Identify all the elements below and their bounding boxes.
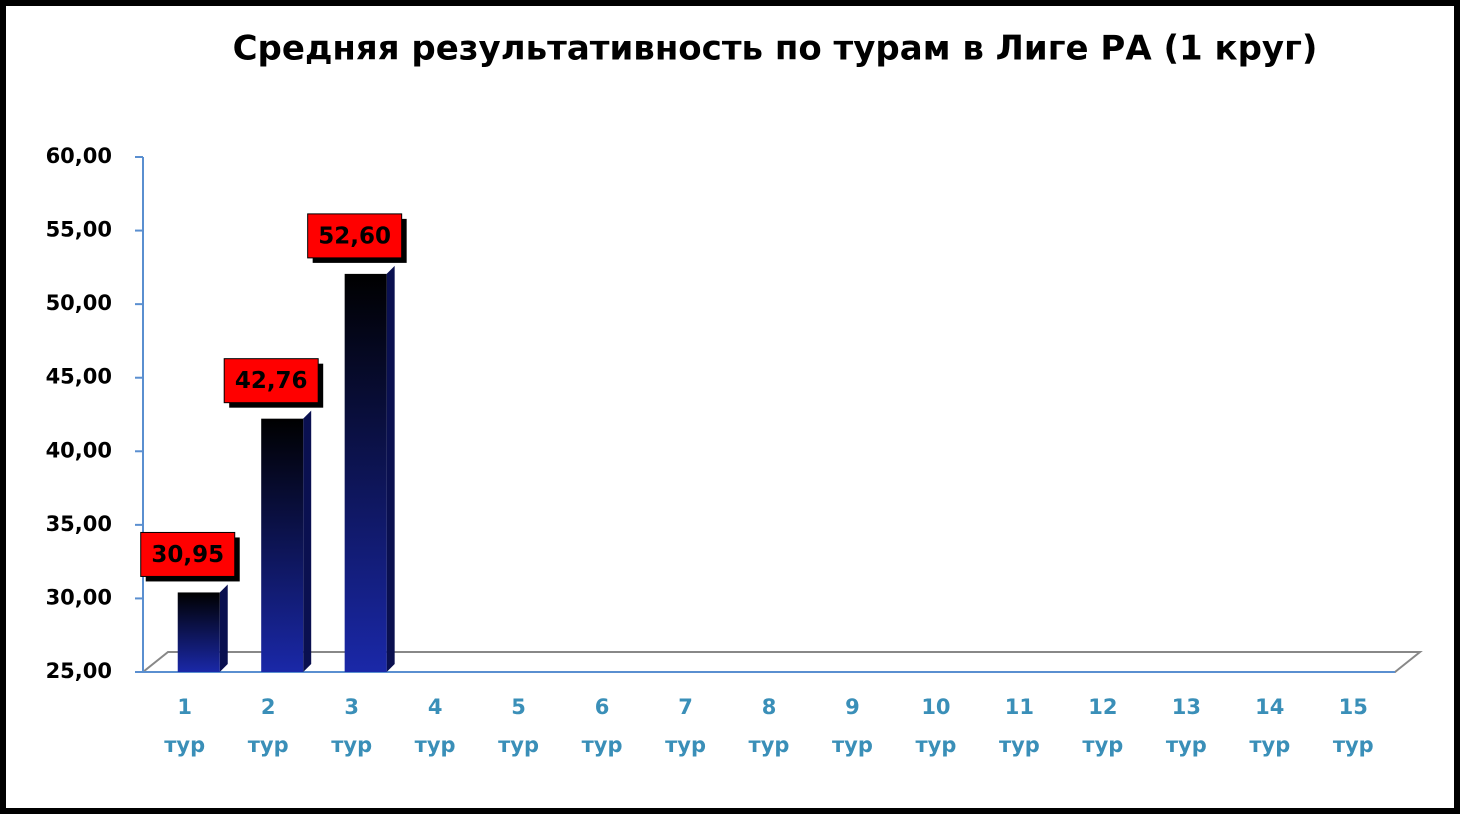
x-tick-label: 8 тур (749, 695, 790, 757)
bar-side (303, 410, 312, 672)
y-tick-label: 25,00 (46, 659, 112, 683)
x-tick-label: 7 тур (665, 695, 706, 757)
x-tick-label: 13 тур (1166, 695, 1207, 757)
bar (344, 273, 387, 672)
x-tick-label: 6 тур (582, 695, 623, 757)
x-tick-label: 14 тур (1249, 695, 1290, 757)
y-tick-label: 35,00 (46, 512, 112, 536)
y-tick-label: 45,00 (46, 365, 112, 389)
value-label: 30,95 (151, 542, 224, 568)
x-tick-label: 10 тур (915, 695, 956, 757)
bar (261, 418, 304, 672)
x-tick-label: 2 тур (248, 695, 289, 757)
y-tick-label: 30,00 (46, 585, 112, 609)
value-label-box (223, 358, 319, 404)
x-tick-label: 15 тур (1333, 695, 1374, 757)
x-tick-label: 12 тур (1082, 695, 1123, 757)
value-label-box (307, 213, 403, 259)
bar (177, 592, 220, 672)
x-tick-label: 4 тур (415, 695, 456, 757)
bar-side (386, 265, 395, 672)
value-label: 42,76 (235, 368, 308, 394)
x-tick-label: 5 тур (498, 695, 539, 757)
y-tick-label: 55,00 (46, 218, 112, 242)
x-tick-label: 1 тур (164, 695, 205, 757)
x-tick-label: 11 тур (999, 695, 1040, 757)
floor (140, 651, 1423, 673)
value-label: 52,60 (318, 223, 391, 249)
y-tick-label: 60,00 (46, 144, 112, 168)
bar-side (219, 584, 228, 672)
chart-title: Средняя результативность по турам в Лиге… (233, 29, 1318, 69)
y-tick-label: 40,00 (46, 438, 112, 462)
y-tick-label: 50,00 (46, 291, 112, 315)
x-tick-label: 9 тур (832, 695, 873, 757)
value-label-box (140, 531, 236, 577)
x-tick-label: 3 тур (331, 695, 372, 757)
